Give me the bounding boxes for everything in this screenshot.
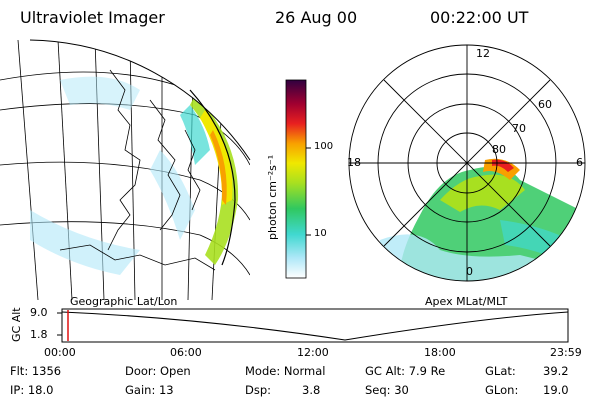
instrument-title: Ultraviolet Imager bbox=[20, 8, 165, 27]
glat-value: 39.2 bbox=[543, 364, 569, 378]
mlat-label-80: 80 bbox=[492, 143, 506, 156]
dsp-value: 3.8 bbox=[302, 383, 321, 397]
altitude-strip-frame bbox=[61, 308, 569, 343]
geographic-label: Geographic Lat/Lon bbox=[70, 295, 178, 308]
gain-value: Gain: 13 bbox=[125, 383, 174, 397]
terminator-line bbox=[189, 89, 236, 266]
lat-line bbox=[0, 103, 250, 166]
mlat-label-70: 70 bbox=[512, 122, 526, 135]
colorbar-tick-10: 10 bbox=[314, 228, 327, 239]
coastline bbox=[59, 69, 216, 271]
altitude-tick-1: 1.8 bbox=[30, 328, 48, 341]
mlt-label-6: 6 bbox=[576, 156, 583, 169]
glat-label: GLat: bbox=[485, 364, 516, 378]
altitude-ylabel: GC Alt bbox=[10, 307, 23, 342]
time-tick: 23:59 bbox=[550, 346, 582, 359]
time-tick: 06:00 bbox=[170, 346, 202, 359]
altitude-curve bbox=[61, 311, 569, 341]
mlt-label-12: 12 bbox=[476, 47, 490, 60]
view-boundary bbox=[29, 39, 251, 161]
gc-alt-value: GC Alt: 7.9 Re bbox=[365, 364, 446, 378]
time-tick: 18:00 bbox=[424, 346, 456, 359]
mode-value: Mode: Normal bbox=[245, 364, 326, 378]
seq-value: Seq: 30 bbox=[365, 383, 409, 397]
time-tick: 00:00 bbox=[44, 346, 76, 359]
time-tick: 12:00 bbox=[297, 346, 329, 359]
ip-value: IP: 18.0 bbox=[10, 383, 54, 397]
apex-label: Apex MLat/MLT bbox=[425, 295, 508, 308]
mlt-label-18: 18 bbox=[347, 156, 361, 169]
observation-time: 00:22:00 UT bbox=[430, 8, 529, 27]
door-status: Door: Open bbox=[125, 364, 191, 378]
observation-date: 26 Aug 00 bbox=[275, 8, 358, 27]
mlt-label-0: 0 bbox=[466, 265, 473, 278]
lon-line bbox=[17, 40, 39, 300]
mlat-label-60: 60 bbox=[538, 98, 552, 111]
colorbar-tick-100: 100 bbox=[314, 141, 334, 152]
lat-line bbox=[0, 221, 250, 276]
polar-diagonal bbox=[383, 79, 551, 247]
colorbar-scale bbox=[285, 79, 307, 279]
altitude-tick-9: 9.0 bbox=[30, 306, 48, 319]
dsp-label: Dsp: bbox=[245, 383, 272, 397]
flight-number: Flt: 1356 bbox=[10, 364, 62, 378]
glon-label: GLon: bbox=[485, 383, 519, 397]
glon-value: 19.0 bbox=[543, 383, 569, 397]
